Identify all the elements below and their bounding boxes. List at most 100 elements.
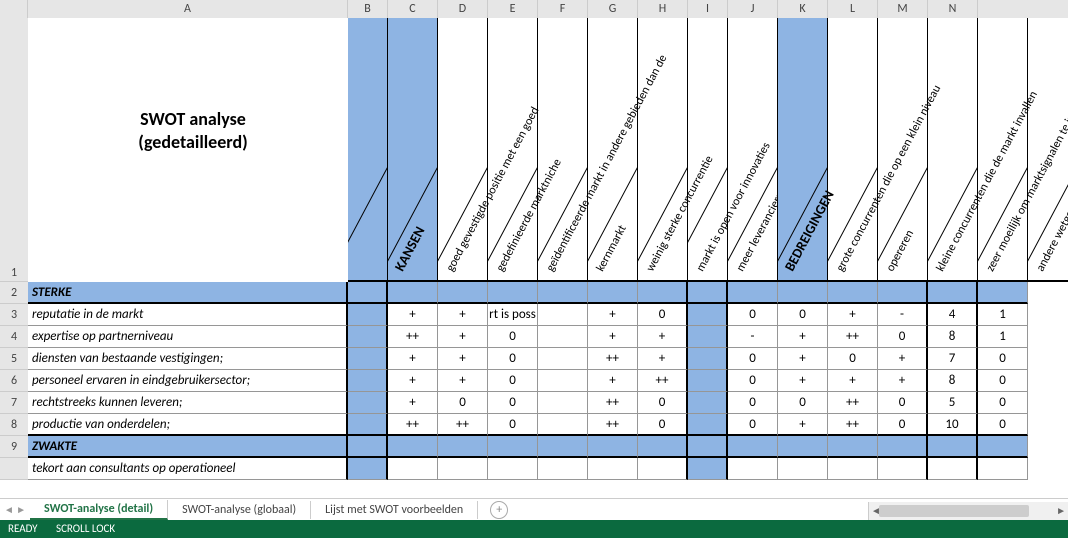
row-header-7[interactable]: 7 [0, 392, 28, 414]
cell[interactable]: + [588, 304, 638, 326]
cell[interactable] [978, 282, 1028, 304]
col-header-C[interactable]: C [388, 0, 438, 18]
cell[interactable]: 10 [928, 414, 978, 436]
cell[interactable] [348, 304, 388, 326]
cell[interactable] [348, 458, 388, 480]
cell[interactable] [538, 326, 588, 348]
cell[interactable]: + [778, 326, 828, 348]
col-header-N[interactable]: N [928, 0, 978, 18]
col-header-A[interactable]: A [28, 0, 348, 18]
cell[interactable] [638, 436, 688, 458]
col-header-D[interactable]: D [438, 0, 488, 18]
cell[interactable]: 5 [928, 392, 978, 414]
cell[interactable] [538, 348, 588, 370]
cell[interactable]: 0 [438, 392, 488, 414]
cell[interactable] [778, 458, 828, 480]
cell[interactable]: 0 [878, 392, 928, 414]
cell[interactable] [688, 392, 728, 414]
cell[interactable] [488, 458, 538, 480]
cell[interactable] [348, 414, 388, 436]
cell[interactable] [538, 392, 588, 414]
col-header-K[interactable]: K [778, 0, 828, 18]
cell[interactable]: + [438, 304, 488, 326]
cell[interactable]: + [778, 414, 828, 436]
sheet-tab-global[interactable]: SWOT-analyse (globaal) [168, 501, 311, 519]
horizontal-scrollbar[interactable]: ◄ ► [868, 502, 1068, 520]
cell[interactable] [978, 436, 1028, 458]
cell[interactable] [728, 458, 778, 480]
cell[interactable]: ++ [588, 414, 638, 436]
cell[interactable] [348, 282, 388, 304]
cell[interactable]: + [388, 392, 438, 414]
cell[interactable] [878, 282, 928, 304]
add-sheet-button[interactable]: + [490, 501, 508, 519]
cell[interactable] [348, 348, 388, 370]
row-header-4[interactable]: 4 [0, 326, 28, 348]
cell[interactable]: 0 [638, 414, 688, 436]
row-header-1[interactable]: 1 [0, 18, 28, 282]
cell[interactable]: 0 [778, 304, 828, 326]
cell[interactable]: ++ [828, 392, 878, 414]
cell[interactable]: + [588, 370, 638, 392]
cell[interactable] [828, 282, 878, 304]
cell[interactable] [538, 304, 588, 326]
cell[interactable]: 0 [728, 348, 778, 370]
row-header-8[interactable]: 8 [0, 414, 28, 436]
row-label[interactable]: diensten van bestaande vestigingen; [28, 348, 348, 370]
cell[interactable]: 0 [728, 370, 778, 392]
cell[interactable]: ++ [828, 326, 878, 348]
cell[interactable] [778, 282, 828, 304]
cell[interactable]: + [388, 370, 438, 392]
cell[interactable] [978, 458, 1028, 480]
cell[interactable] [728, 282, 778, 304]
cell[interactable]: + [638, 348, 688, 370]
cell[interactable] [348, 436, 388, 458]
col-header-E[interactable]: E [488, 0, 538, 18]
cell[interactable]: 0 [638, 392, 688, 414]
cell[interactable] [638, 458, 688, 480]
cell[interactable] [488, 282, 538, 304]
cell[interactable] [828, 436, 878, 458]
row-label[interactable]: rechtstreeks kunnen leveren; [28, 392, 348, 414]
cell[interactable]: 0 [728, 392, 778, 414]
col-header-M[interactable]: M [878, 0, 928, 18]
cell[interactable]: + [878, 348, 928, 370]
col-header-L[interactable]: L [828, 0, 878, 18]
cell[interactable]: + [388, 348, 438, 370]
cell[interactable]: + [638, 326, 688, 348]
sheet-tab-detail[interactable]: SWOT-analyse (detail) [30, 500, 168, 520]
cell[interactable] [728, 436, 778, 458]
cell[interactable]: ++ [638, 370, 688, 392]
row-label[interactable]: expertise op partnerniveau [28, 326, 348, 348]
cell[interactable]: 0 [878, 414, 928, 436]
col-header-G[interactable]: G [588, 0, 638, 18]
cell[interactable]: 8 [928, 370, 978, 392]
cell[interactable]: + [588, 326, 638, 348]
cell[interactable]: ++ [828, 414, 878, 436]
row-label[interactable]: productie van onderdelen; [28, 414, 348, 436]
cell[interactable] [538, 458, 588, 480]
cell[interactable]: 0 [978, 392, 1028, 414]
cell[interactable] [388, 282, 438, 304]
cell[interactable]: 0 [488, 370, 538, 392]
cell[interactable] [488, 436, 538, 458]
cell[interactable]: ++ [438, 414, 488, 436]
sheet-nav-arrows[interactable]: ◄ ► [4, 503, 26, 516]
cell[interactable]: + [778, 370, 828, 392]
cell[interactable]: 0 [978, 370, 1028, 392]
col-header-B[interactable]: B [348, 0, 388, 18]
cell[interactable] [688, 436, 728, 458]
cell[interactable] [928, 436, 978, 458]
cell[interactable]: - [878, 304, 928, 326]
sheet-tab-examples[interactable]: Lijst met SWOT voorbeelden [311, 501, 478, 519]
cell[interactable]: 0 [488, 392, 538, 414]
cell[interactable] [778, 436, 828, 458]
cell[interactable] [388, 436, 438, 458]
cell[interactable] [388, 458, 438, 480]
cell[interactable]: + [438, 370, 488, 392]
cell[interactable] [348, 392, 388, 414]
cell[interactable] [688, 304, 728, 326]
cell[interactable] [688, 282, 728, 304]
cell[interactable]: + [778, 348, 828, 370]
cell[interactable]: 0 [778, 392, 828, 414]
